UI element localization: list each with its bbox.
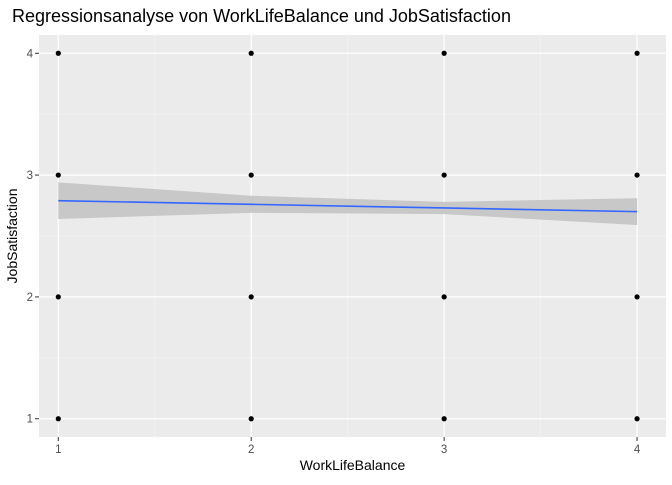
data-point bbox=[634, 416, 640, 422]
confidence-band bbox=[58, 182, 638, 226]
regression-line-layer bbox=[58, 199, 638, 213]
x-tick-label: 2 bbox=[248, 444, 254, 456]
x-tick-label: 3 bbox=[441, 444, 447, 456]
y-axis-title: JobSatisfaction bbox=[4, 189, 20, 284]
data-point bbox=[634, 50, 640, 56]
y-tick-label: 1 bbox=[27, 414, 33, 426]
y-tick-label: 4 bbox=[27, 48, 34, 60]
regression-line bbox=[58, 199, 638, 213]
data-point bbox=[55, 172, 61, 178]
data-point bbox=[248, 50, 254, 56]
data-point bbox=[248, 172, 254, 178]
data-point bbox=[634, 294, 640, 300]
minor-gridlines bbox=[39, 35, 666, 437]
data-point bbox=[441, 50, 447, 56]
data-point bbox=[441, 172, 447, 178]
x-tick-label: 1 bbox=[55, 444, 61, 456]
x-axis: 1 2 3 4 bbox=[55, 437, 641, 456]
data-point bbox=[55, 416, 61, 422]
data-point bbox=[55, 50, 61, 56]
confidence-band-layer bbox=[58, 182, 638, 226]
chart-title: Regressionsanalyse von WorkLifeBalance u… bbox=[12, 6, 511, 26]
data-point bbox=[441, 416, 447, 422]
data-point bbox=[248, 416, 254, 422]
data-point bbox=[441, 294, 447, 300]
y-tick-label: 3 bbox=[27, 170, 33, 182]
major-gridlines bbox=[39, 35, 666, 437]
x-axis-title: WorkLifeBalance bbox=[300, 457, 406, 473]
data-point bbox=[634, 172, 640, 178]
y-tick-label: 2 bbox=[27, 292, 33, 304]
data-points bbox=[55, 50, 640, 422]
data-point bbox=[55, 294, 61, 300]
data-point bbox=[248, 294, 254, 300]
x-tick-label: 4 bbox=[634, 444, 641, 456]
y-axis: 1 2 3 4 bbox=[27, 48, 39, 426]
